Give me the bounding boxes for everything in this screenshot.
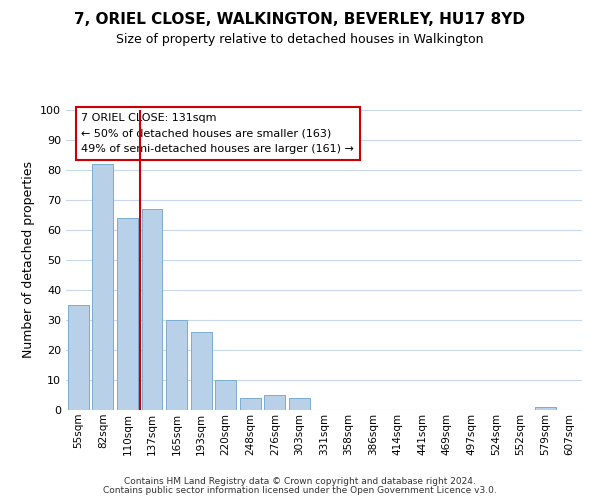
- Bar: [92, 164, 113, 410]
- Bar: [265, 395, 286, 410]
- Bar: [166, 320, 187, 410]
- Bar: [191, 332, 212, 410]
- Bar: [289, 398, 310, 410]
- Bar: [142, 209, 163, 410]
- Bar: [68, 305, 89, 410]
- Text: 7 ORIEL CLOSE: 131sqm
← 50% of detached houses are smaller (163)
49% of semi-det: 7 ORIEL CLOSE: 131sqm ← 50% of detached …: [82, 113, 355, 154]
- Text: Size of property relative to detached houses in Walkington: Size of property relative to detached ho…: [116, 32, 484, 46]
- Y-axis label: Number of detached properties: Number of detached properties: [22, 162, 35, 358]
- Text: Contains public sector information licensed under the Open Government Licence v3: Contains public sector information licen…: [103, 486, 497, 495]
- Bar: [117, 218, 138, 410]
- Bar: [240, 398, 261, 410]
- Bar: [535, 407, 556, 410]
- Text: 7, ORIEL CLOSE, WALKINGTON, BEVERLEY, HU17 8YD: 7, ORIEL CLOSE, WALKINGTON, BEVERLEY, HU…: [74, 12, 526, 28]
- Bar: [215, 380, 236, 410]
- Text: Contains HM Land Registry data © Crown copyright and database right 2024.: Contains HM Land Registry data © Crown c…: [124, 477, 476, 486]
